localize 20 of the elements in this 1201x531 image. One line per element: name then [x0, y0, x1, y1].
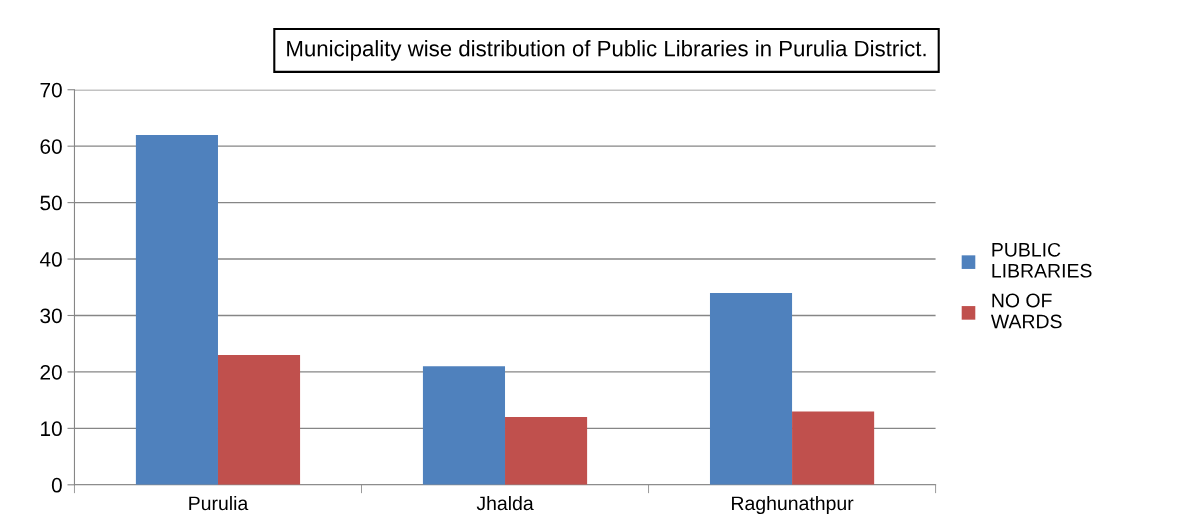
bar: [217, 355, 301, 485]
x-tick-label: Jhalda: [476, 495, 534, 511]
y-tick-label: 60: [40, 139, 62, 154]
legend-label: NO OF WARDS: [990, 293, 1062, 329]
y-tick-label: 70: [40, 82, 62, 98]
bar: [792, 411, 875, 485]
legend-label: PUBLIC LIBRARIES: [992, 242, 1092, 278]
bar: [505, 417, 588, 485]
bar: [135, 134, 218, 485]
x-tick-label: Raghunathpur: [732, 495, 854, 515]
y-tick-label: 10: [41, 421, 62, 437]
y-tick-label: 50: [40, 195, 62, 211]
y-tick-label: 0: [51, 477, 62, 493]
x-tick-label: Purulia: [189, 495, 249, 511]
bar: [422, 366, 506, 485]
chart-title: Municipality wise distribution of Public Libraries in Purulia District.: [287, 40, 926, 61]
y-tick-label: 40: [39, 252, 62, 267]
y-tick-label: 30: [40, 308, 62, 324]
y-tick-label: 20: [40, 364, 62, 380]
bar: [709, 292, 793, 485]
